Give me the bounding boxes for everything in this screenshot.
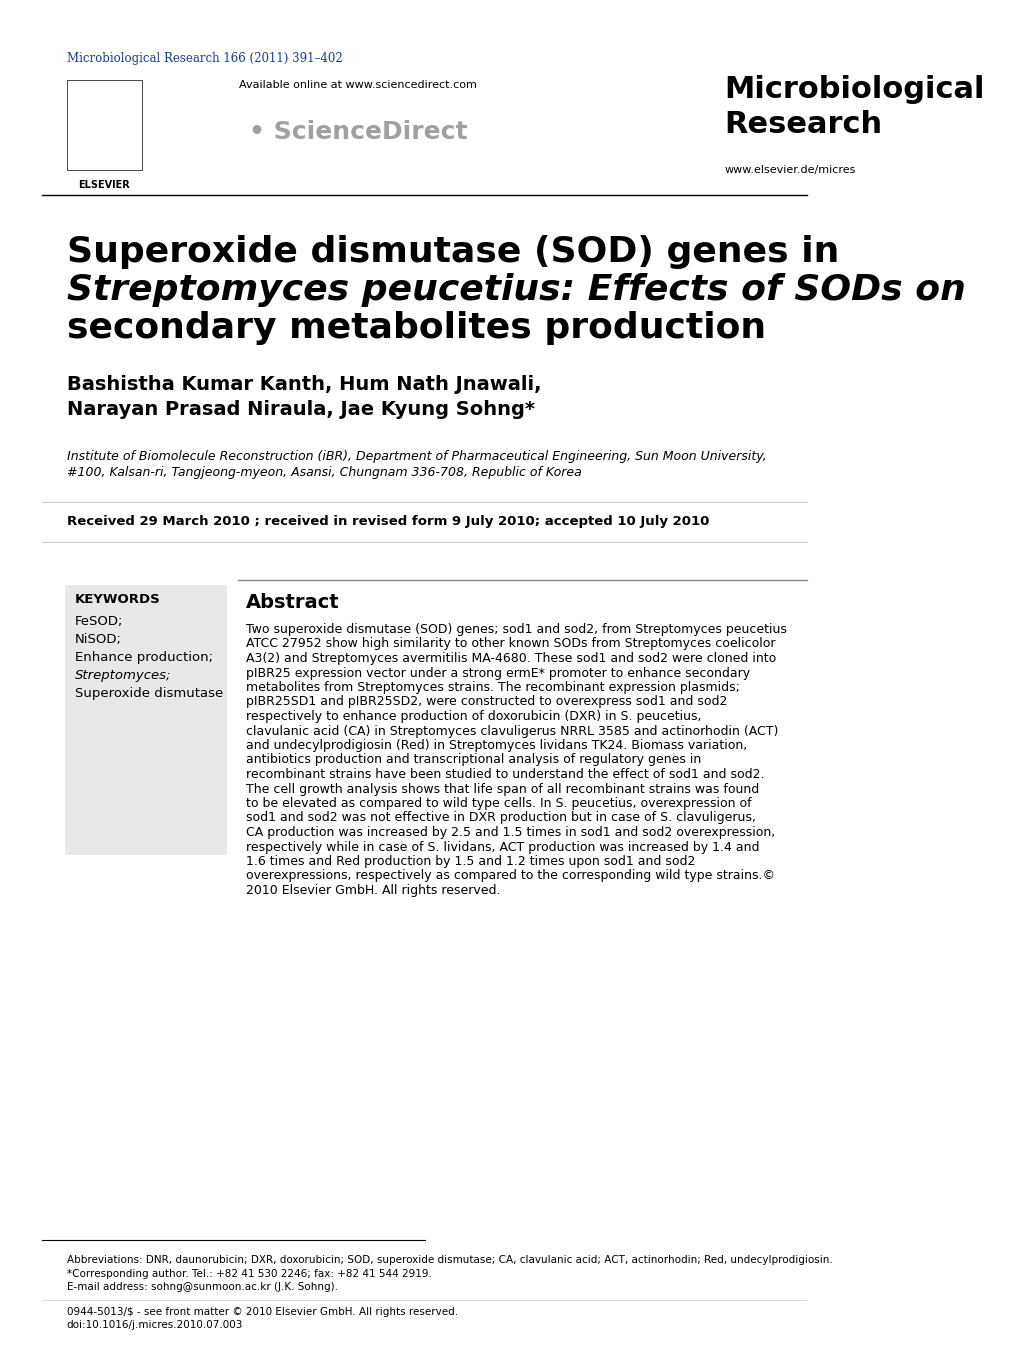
Text: sod1 and sod2 was not effective in DXR production but in case of S. clavuligerus: sod1 and sod2 was not effective in DXR p… — [246, 812, 755, 824]
Text: The cell growth analysis shows that life span of all recombinant strains was fou: The cell growth analysis shows that life… — [246, 782, 758, 796]
Text: Received 29 March 2010 ; received in revised form 9 July 2010; accepted 10 July : Received 29 March 2010 ; received in rev… — [66, 515, 708, 528]
Text: KEYWORDS: KEYWORDS — [74, 593, 161, 607]
Text: ATCC 27952 show high similarity to other known SODs from Streptomyces coelicolor: ATCC 27952 show high similarity to other… — [246, 638, 774, 650]
Text: antibiotics production and transcriptional analysis of regulatory genes in: antibiotics production and transcription… — [246, 754, 700, 766]
Text: 1.6 times and Red production by 1.5 and 1.2 times upon sod1 and sod2: 1.6 times and Red production by 1.5 and … — [246, 855, 694, 867]
Text: Superoxide dismutase (SOD) genes in: Superoxide dismutase (SOD) genes in — [66, 235, 839, 269]
Text: secondary metabolites production: secondary metabolites production — [66, 311, 765, 345]
Text: E-mail address: sohng@sunmoon.ac.kr (J.K. Sohng).: E-mail address: sohng@sunmoon.ac.kr (J.K… — [66, 1282, 337, 1292]
Text: pIBR25SD1 and pIBR25SD2, were constructed to overexpress sod1 and sod2: pIBR25SD1 and pIBR25SD2, were constructe… — [246, 696, 727, 708]
Text: Bashistha Kumar Kanth, Hum Nath Jnawali,: Bashistha Kumar Kanth, Hum Nath Jnawali, — [66, 376, 541, 394]
Text: CA production was increased by 2.5 and 1.5 times in sod1 and sod2 overexpression: CA production was increased by 2.5 and 1… — [246, 825, 774, 839]
Text: metabolites from Streptomyces strains. The recombinant expression plasmids;: metabolites from Streptomyces strains. T… — [246, 681, 739, 694]
Text: #100, Kalsan-ri, Tangjeong-myeon, Asansi, Chungnam 336-708, Republic of Korea: #100, Kalsan-ri, Tangjeong-myeon, Asansi… — [66, 466, 581, 480]
Bar — [65, 585, 227, 855]
Text: *Corresponding author. Tel.: +82 41 530 2246; fax: +82 41 544 2919.: *Corresponding author. Tel.: +82 41 530 … — [66, 1269, 431, 1279]
Text: Streptomyces;: Streptomyces; — [74, 669, 171, 682]
Text: Microbiological: Microbiological — [723, 76, 984, 104]
Text: respectively while in case of S. lividans, ACT production was increased by 1.4 a: respectively while in case of S. lividan… — [246, 840, 758, 854]
Text: recombinant strains have been studied to understand the effect of sod1 and sod2.: recombinant strains have been studied to… — [246, 767, 763, 781]
Text: doi:10.1016/j.micres.2010.07.003: doi:10.1016/j.micres.2010.07.003 — [66, 1320, 243, 1329]
Text: pIBR25 expression vector under a strong ermE* promoter to enhance secondary: pIBR25 expression vector under a strong … — [246, 666, 749, 680]
Text: Narayan Prasad Niraula, Jae Kyung Sohng*: Narayan Prasad Niraula, Jae Kyung Sohng* — [66, 400, 534, 419]
Text: Abstract: Abstract — [246, 593, 339, 612]
Bar — [66, 80, 142, 170]
Text: Two superoxide dismutase (SOD) genes; sod1 and sod2, from Streptomyces peucetius: Two superoxide dismutase (SOD) genes; so… — [246, 623, 786, 636]
Text: to be elevated as compared to wild type cells. In S. peucetius, overexpression o: to be elevated as compared to wild type … — [246, 797, 751, 811]
Text: ELSEVIER: ELSEVIER — [78, 180, 129, 190]
Text: respectively to enhance production of doxorubicin (DXR) in S. peucetius,: respectively to enhance production of do… — [246, 711, 700, 723]
Text: Abbreviations: DNR, daunorubicin; DXR, doxorubicin; SOD, superoxide dismutase; C: Abbreviations: DNR, daunorubicin; DXR, d… — [66, 1255, 832, 1265]
Text: A3(2) and Streptomyces avermitilis MA-4680. These sod1 and sod2 were cloned into: A3(2) and Streptomyces avermitilis MA-46… — [246, 653, 775, 665]
Text: NiSOD;: NiSOD; — [74, 634, 121, 646]
Text: Enhance production;: Enhance production; — [74, 651, 213, 663]
Text: 2010 Elsevier GmbH. All rights reserved.: 2010 Elsevier GmbH. All rights reserved. — [246, 884, 499, 897]
Text: Research: Research — [723, 109, 881, 139]
Text: and undecylprodigiosin (Red) in Streptomyces lividans TK24. Biomass variation,: and undecylprodigiosin (Red) in Streptom… — [246, 739, 746, 753]
Text: 0944-5013/$ - see front matter © 2010 Elsevier GmbH. All rights reserved.: 0944-5013/$ - see front matter © 2010 El… — [66, 1306, 458, 1317]
Text: Superoxide dismutase: Superoxide dismutase — [74, 688, 223, 700]
Text: www.elsevier.de/micres: www.elsevier.de/micres — [723, 165, 855, 176]
Text: FeSOD;: FeSOD; — [74, 615, 123, 628]
Text: Microbiological Research 166 (2011) 391–402: Microbiological Research 166 (2011) 391–… — [66, 51, 342, 65]
Text: Institute of Biomolecule Reconstruction (iBR), Department of Pharmaceutical Engi: Institute of Biomolecule Reconstruction … — [66, 450, 765, 463]
Text: overexpressions, respectively as compared to the corresponding wild type strains: overexpressions, respectively as compare… — [246, 870, 774, 882]
Text: Streptomyces peucetius: Effects of SODs on: Streptomyces peucetius: Effects of SODs … — [66, 273, 965, 307]
Text: Available online at www.sciencedirect.com: Available online at www.sciencedirect.co… — [239, 80, 477, 91]
Text: clavulanic acid (CA) in Streptomyces clavuligerus NRRL 3585 and actinorhodin (AC: clavulanic acid (CA) in Streptomyces cla… — [246, 724, 777, 738]
Text: • ScienceDirect: • ScienceDirect — [249, 120, 467, 145]
